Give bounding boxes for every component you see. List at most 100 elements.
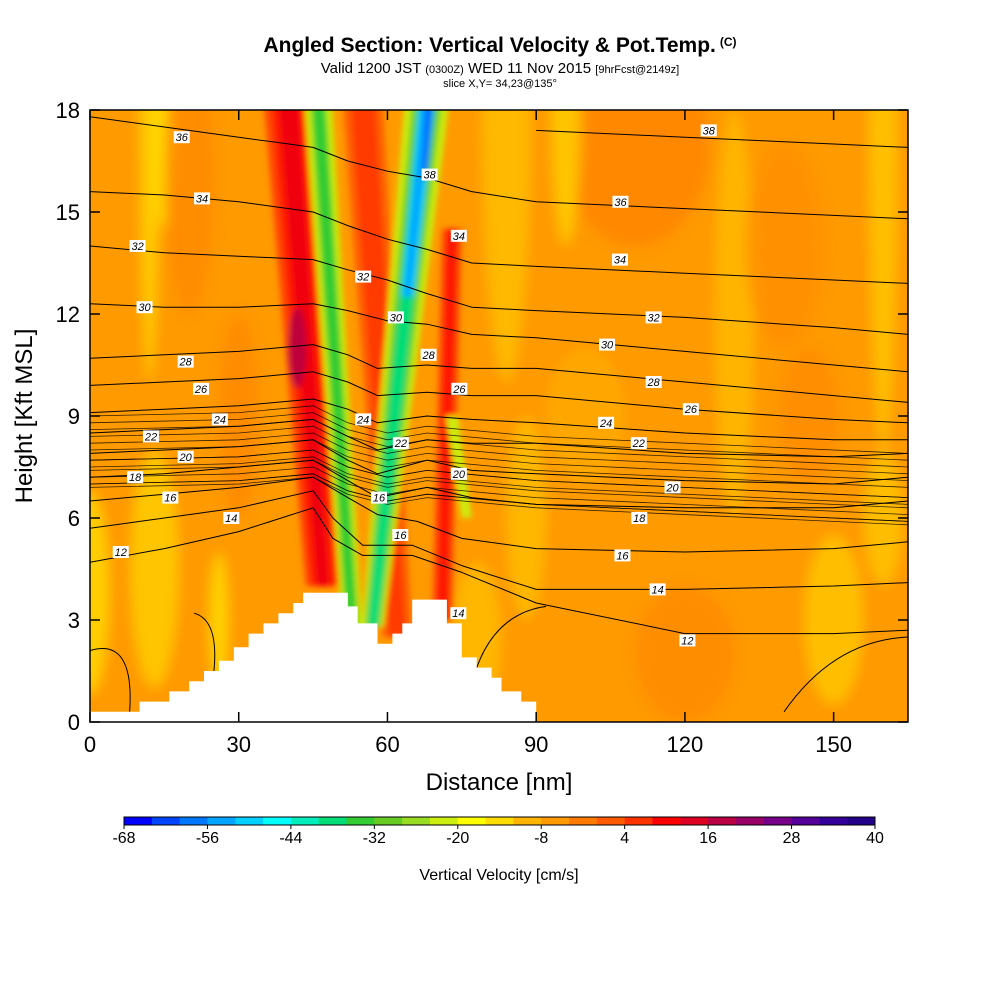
y-tick-label: 12 xyxy=(56,302,80,327)
contour-label: 20 xyxy=(452,469,466,481)
contour-label-box xyxy=(700,124,717,137)
contour-label-box xyxy=(355,413,372,426)
colorbar-swatch xyxy=(346,817,375,825)
pot-temp-contour-minor xyxy=(90,405,908,454)
pot-temp-contour-minor xyxy=(90,456,908,505)
colorbar-swatch xyxy=(819,817,848,825)
contour-label: 28 xyxy=(421,350,435,362)
contour-label: 26 xyxy=(194,384,208,396)
velocity-patch xyxy=(90,490,110,695)
contour-label-box xyxy=(173,131,190,144)
contour-label: 18 xyxy=(129,472,142,484)
pot-temp-contours xyxy=(90,116,908,713)
colorbar-swatch xyxy=(624,817,653,825)
velocity-patch xyxy=(55,0,75,518)
contour-label: 30 xyxy=(390,312,403,324)
pot-temp-contour xyxy=(476,605,547,668)
colorbar-swatch xyxy=(763,817,793,825)
contour-label-box xyxy=(177,355,194,368)
downdraft-core-blue xyxy=(422,110,433,178)
y-axis-title: Height [Kft MSL] xyxy=(11,329,38,504)
colorbar-swatch xyxy=(235,817,264,825)
contour-label: 32 xyxy=(648,312,660,324)
colorbar-swatch xyxy=(318,817,348,825)
colorbar-tick-label: -32 xyxy=(363,830,386,847)
pot-temp-contour-minor xyxy=(90,432,908,481)
contour-label: 22 xyxy=(394,438,407,450)
chart-title-text: Angled Section: Vertical Velocity & Pot.… xyxy=(263,34,716,57)
pot-temp-contour xyxy=(90,459,908,509)
velocity-patch xyxy=(481,110,532,382)
contour-label-box xyxy=(162,491,179,504)
contour-label: 24 xyxy=(599,418,612,430)
contour-label: 26 xyxy=(452,384,466,396)
velocity-patch xyxy=(779,348,839,484)
pot-temp-contour xyxy=(90,344,908,403)
contour-label: 30 xyxy=(601,340,614,352)
colorbar-swatch xyxy=(179,817,208,825)
colorbar-swatch xyxy=(735,817,765,825)
slice-info: slice X,Y= 34,23@135° xyxy=(443,78,557,90)
velocity-patch xyxy=(208,552,229,688)
contour-label: 18 xyxy=(633,513,646,525)
pot-temp-contour xyxy=(90,371,908,424)
colorbar-tick-label: 40 xyxy=(866,830,884,847)
contour-label-box xyxy=(136,301,153,314)
contour-label: 24 xyxy=(356,414,369,426)
contour-label-box xyxy=(194,192,211,205)
contour-label-box xyxy=(371,491,388,504)
contour-label: 12 xyxy=(681,635,693,647)
colorbar-tick-label: -8 xyxy=(534,830,548,847)
contour-label: 38 xyxy=(423,170,436,182)
velocity-patch xyxy=(803,535,864,705)
contour-label: 28 xyxy=(647,377,661,389)
contour-label: 32 xyxy=(357,272,369,284)
contour-label: 34 xyxy=(614,255,626,267)
contour-label-box xyxy=(630,437,647,450)
chart-title: Angled Section: Vertical Velocity & Pot.… xyxy=(0,34,1000,58)
valid-date: WED 11 Nov 2015 xyxy=(467,60,592,77)
downdraft-band-west xyxy=(311,110,359,637)
valid-utc: (0300Z) xyxy=(425,64,464,76)
pot-temp-contour-minor xyxy=(90,473,908,522)
contour-label-box xyxy=(142,430,159,443)
colorbar-swatch xyxy=(680,817,709,825)
x-tick-label: 30 xyxy=(226,732,250,757)
contour-label: 16 xyxy=(616,550,629,562)
contour-label: 34 xyxy=(196,193,208,205)
terrain xyxy=(90,592,537,722)
colorbar-swatch xyxy=(429,817,459,825)
contour-label-box xyxy=(211,413,228,426)
contour-label-box xyxy=(177,450,194,463)
contour-label: 26 xyxy=(684,404,698,416)
contour-labels: 36 34 32 30 28 26 24 22 20 18 16 14 12 38 34 32 30 28 26 24… xyxy=(112,124,717,647)
contour-label-box xyxy=(355,270,372,283)
x-tick-label: 150 xyxy=(815,732,852,757)
colorbar-swatch xyxy=(290,817,320,825)
valid-time-line: Valid 1200 JST (0300Z) WED 11 Nov 2015 [… xyxy=(0,60,1000,77)
contour-label-box xyxy=(450,607,467,620)
colorbar-tick-label: -56 xyxy=(196,830,219,847)
y-tick-label: 9 xyxy=(68,404,80,429)
chart-title-unit: (C) xyxy=(719,35,737,49)
contour-label: 14 xyxy=(452,608,464,620)
contour-label-box xyxy=(649,583,666,596)
contour-label: 38 xyxy=(703,125,716,137)
contour-label-box xyxy=(392,437,409,450)
contour-label: 16 xyxy=(164,493,177,505)
contour-label: 32 xyxy=(131,241,143,253)
pot-temp-contour xyxy=(90,507,908,635)
contour-label: 16 xyxy=(394,530,407,542)
valid-time: Valid 1200 JST xyxy=(320,60,422,77)
pot-temp-contour xyxy=(90,191,908,284)
colorbar-swatch xyxy=(791,817,820,825)
contour-label: 12 xyxy=(115,547,127,559)
y-tick-label: 18 xyxy=(56,98,80,123)
pot-temp-contour-minor xyxy=(90,439,908,488)
contour-label: 20 xyxy=(179,452,193,464)
contour-label: 36 xyxy=(614,197,627,209)
velocity-patch xyxy=(506,416,547,620)
colorbar-swatch xyxy=(513,817,542,825)
